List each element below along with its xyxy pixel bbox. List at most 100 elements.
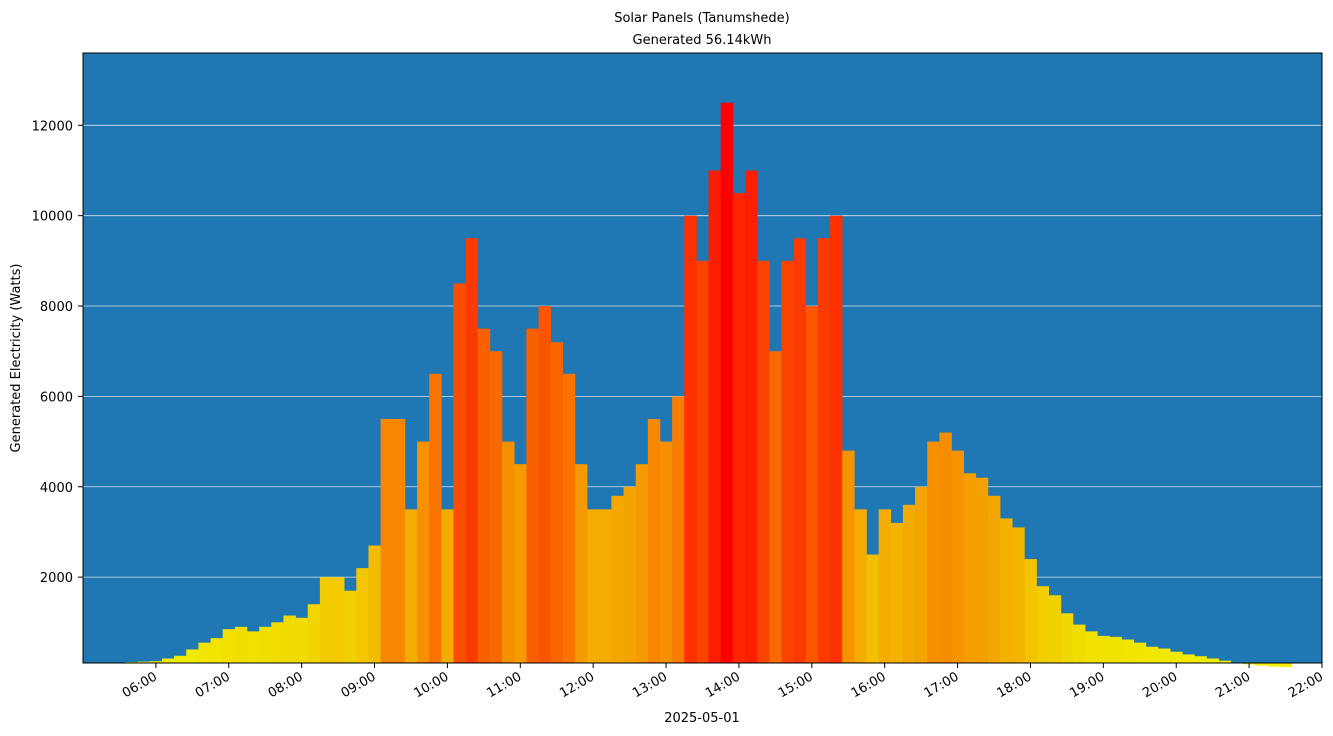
bar xyxy=(599,509,612,663)
bar xyxy=(769,351,782,663)
bar xyxy=(137,661,151,663)
bar xyxy=(1012,527,1025,663)
bar xyxy=(1145,646,1159,663)
bar xyxy=(174,655,187,663)
bar xyxy=(805,306,819,663)
bar xyxy=(830,215,843,663)
chart-subtitle: Generated 56.14kWh xyxy=(633,33,772,48)
y-tick-label: 2000 xyxy=(40,571,73,586)
bar xyxy=(392,419,406,663)
y-tick-label: 6000 xyxy=(40,390,73,405)
bar xyxy=(198,642,211,663)
x-tick-label: 12:00 xyxy=(557,669,597,701)
bar xyxy=(927,441,940,663)
bar xyxy=(380,419,394,663)
bar xyxy=(732,193,746,663)
bar xyxy=(757,260,770,663)
bar xyxy=(866,554,879,663)
bar xyxy=(222,629,236,663)
y-tick-label: 12000 xyxy=(32,119,73,134)
bar xyxy=(404,509,418,663)
bar xyxy=(623,486,636,663)
bar xyxy=(514,464,527,663)
bar xyxy=(526,328,539,663)
chart-title: Solar Panels (Tanumshede) xyxy=(614,11,790,26)
x-tick-label: 21:00 xyxy=(1213,669,1253,701)
bar xyxy=(319,577,333,663)
bar xyxy=(271,622,284,663)
bar xyxy=(1279,663,1292,668)
y-tick-label: 4000 xyxy=(40,481,73,496)
y-tick-label: 10000 xyxy=(32,210,73,225)
bar xyxy=(696,260,709,663)
x-tick-label: 16:00 xyxy=(849,669,889,701)
bar xyxy=(1121,639,1135,663)
x-tick-label: 09:00 xyxy=(339,669,379,701)
x-tick-label: 08:00 xyxy=(266,669,306,701)
bar xyxy=(1133,642,1147,663)
bar xyxy=(1048,595,1062,663)
bar xyxy=(259,626,272,663)
bar xyxy=(441,509,454,663)
bar xyxy=(684,215,697,663)
bar xyxy=(1194,656,1207,663)
bar xyxy=(1109,636,1122,663)
bar xyxy=(647,419,661,663)
bar xyxy=(356,568,369,663)
bar xyxy=(550,342,564,663)
bar xyxy=(1218,660,1232,663)
bar xyxy=(1097,635,1110,663)
bar xyxy=(1267,663,1280,667)
x-tick-label: 06:00 xyxy=(120,669,160,701)
bar xyxy=(210,638,223,663)
x-tick-label: 22:00 xyxy=(1286,669,1326,701)
bar xyxy=(1158,648,1171,663)
bar xyxy=(939,432,952,663)
bar xyxy=(1085,631,1098,663)
bar xyxy=(465,238,479,663)
bar xyxy=(344,590,357,663)
bar xyxy=(1182,654,1195,663)
bar xyxy=(1000,518,1013,663)
bar xyxy=(368,545,381,663)
x-axis-label: 2025-05-01 xyxy=(664,711,740,726)
bar xyxy=(1206,658,1220,663)
bar xyxy=(489,351,503,663)
bar xyxy=(951,450,964,663)
bar xyxy=(1170,651,1183,663)
x-tick-label: 07:00 xyxy=(193,669,233,701)
x-tick-label: 18:00 xyxy=(995,669,1035,701)
bar xyxy=(745,170,758,663)
bar xyxy=(234,626,248,663)
bar xyxy=(1072,624,1086,663)
bar xyxy=(890,522,904,663)
x-tick-label: 17:00 xyxy=(922,669,962,701)
bar xyxy=(1036,586,1049,663)
bar xyxy=(186,649,199,663)
bar xyxy=(246,631,260,663)
bar xyxy=(295,617,309,663)
bar xyxy=(574,464,588,663)
bar xyxy=(1255,663,1268,666)
bar xyxy=(781,260,794,663)
bar xyxy=(332,577,345,663)
bar xyxy=(587,509,600,663)
bar xyxy=(915,486,928,663)
bars xyxy=(125,102,1292,668)
bar xyxy=(562,373,576,663)
bar xyxy=(429,373,442,663)
bar xyxy=(672,396,685,663)
x-tick-label: 10:00 xyxy=(411,669,451,701)
bar xyxy=(477,328,491,663)
bar xyxy=(975,477,989,663)
bar xyxy=(453,283,466,663)
bar xyxy=(1024,559,1037,663)
x-tick-label: 19:00 xyxy=(1067,669,1107,701)
x-tick-label: 11:00 xyxy=(484,669,524,701)
bar xyxy=(611,495,624,663)
x-tick-label: 15:00 xyxy=(776,669,816,701)
bar xyxy=(149,661,163,663)
plot-frame xyxy=(82,52,1323,664)
bar xyxy=(417,441,430,663)
